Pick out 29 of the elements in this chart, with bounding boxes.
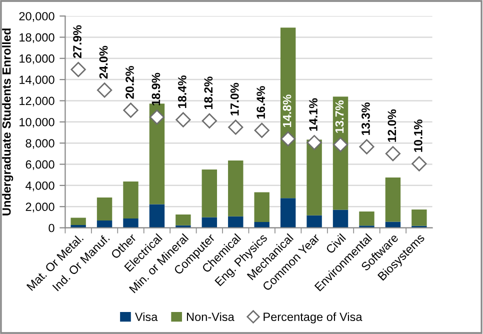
y-tick-label: 2,000: [26, 202, 54, 212]
data-label: 13.3%: [362, 102, 370, 135]
data-label: 24.0%: [99, 46, 108, 79]
data-label: 27.9%: [73, 25, 82, 58]
y-tick-label: 8,000: [26, 139, 54, 149]
data-label: 18.4%: [178, 76, 186, 108]
data-label: 20.2%: [126, 66, 134, 99]
y-tick-label: 4,000: [26, 181, 54, 192]
legend-label: Visa: [134, 312, 158, 322]
y-tick-label: 18,000: [20, 33, 54, 43]
y-tick-label: 12,000: [20, 96, 54, 107]
y-tick-label: 0: [48, 224, 54, 232]
y-tick-label: 10,000: [20, 118, 54, 128]
legend-label: Non-Visa: [186, 312, 234, 322]
data-label: 18.2%: [204, 76, 213, 109]
data-label: 10.1%: [414, 119, 422, 152]
y-tick-label: 14,000: [20, 76, 54, 86]
y-tick-label: 16,000: [20, 54, 54, 64]
data-label: 14.8%: [282, 94, 292, 127]
data-label: 13.7%: [335, 100, 344, 133]
y-axis-title: Undergraduate Students Enrolled: [2, 28, 14, 216]
y-tick-label: 6,000: [26, 160, 54, 170]
y-tick-label: 20,000: [19, 12, 54, 22]
data-label: 17.0%: [230, 82, 239, 116]
legend-label: Percentage of Visa: [264, 312, 362, 324]
data-label: 16.4%: [256, 86, 266, 119]
data-label: 18.9%: [152, 72, 160, 106]
data-label: 14.1%: [309, 98, 318, 131]
data-label: 12.0%: [388, 109, 396, 142]
